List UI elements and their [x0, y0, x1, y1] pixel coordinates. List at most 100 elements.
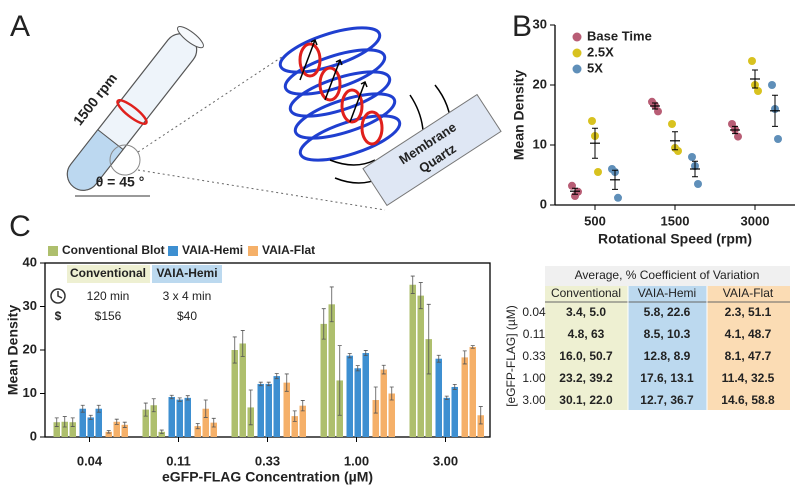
error-bar [211, 417, 216, 428]
table-title: Average, % Coefficient of Variation [575, 268, 760, 282]
error-bar [329, 286, 334, 323]
table-cell: 8.5, 10.3 [644, 327, 691, 341]
bar [409, 284, 416, 437]
bar [299, 405, 306, 437]
data-point [594, 168, 602, 176]
cost-inset: Conventional VAIA-Hemi 120 min 3 x 4 min… [50, 265, 222, 323]
membrane-box: Membrane Quartz [362, 93, 502, 207]
error-bar [672, 131, 678, 151]
error-bar [478, 406, 483, 425]
bar [273, 376, 280, 437]
data-point [668, 120, 676, 128]
error-bar [266, 381, 271, 387]
angle-label: θ = 45 ° [96, 174, 145, 190]
error-bar [240, 330, 245, 357]
x-tick-label: 500 [584, 213, 606, 228]
bar [113, 421, 120, 437]
data-point [588, 117, 596, 125]
bar [346, 355, 353, 437]
y-tick-label: 30 [533, 16, 547, 31]
error-bar [70, 417, 75, 427]
data-point [768, 81, 776, 89]
bar [61, 421, 68, 437]
error-bar [203, 399, 208, 418]
bar [477, 415, 484, 437]
data-point [688, 153, 696, 161]
error-bar [62, 416, 67, 428]
table-cell: 17.6, 13.1 [640, 371, 694, 385]
error-bar [381, 364, 386, 375]
panel-label: A [10, 10, 30, 43]
table-row-header: 1.00 [522, 371, 546, 385]
legend-marker [48, 246, 58, 256]
y-tick-label: 10 [23, 385, 37, 400]
y-tick-label: 0 [540, 196, 547, 211]
y-tick-label: 30 [23, 298, 37, 313]
legend-marker [572, 48, 582, 58]
data-point [734, 132, 742, 141]
inset-header: Conventional [70, 266, 146, 280]
bar [184, 397, 191, 437]
legend-label: VAIA-Hemi [182, 243, 243, 257]
bar [239, 343, 246, 437]
error-bar [177, 397, 182, 402]
bar [231, 350, 238, 437]
table-cell: 16.0, 50.7 [559, 349, 613, 363]
y-axis-label: Mean Density [511, 70, 527, 160]
error-bar [248, 389, 253, 426]
error-bar [772, 94, 778, 127]
table-column-header: VAIA-Flat [723, 286, 774, 300]
inset-time: 120 min [87, 289, 130, 303]
y-tick-label: 10 [533, 136, 547, 151]
error-bar [444, 395, 449, 400]
bar [265, 383, 272, 437]
bar [417, 295, 424, 437]
legend-label: VAIA-Flat [262, 243, 315, 257]
error-bar [159, 429, 164, 434]
table-cell: 11.4, 32.5 [722, 371, 775, 385]
legend-label: 5X [587, 60, 603, 75]
bar [461, 357, 468, 437]
error-bar [96, 404, 101, 413]
bar [380, 369, 387, 437]
table-cell: 23.2, 39.2 [559, 371, 613, 385]
table-row-header: 3.00 [522, 393, 546, 407]
x-tick-label: 1.00 [344, 453, 369, 468]
table-column-header: VAIA-Hemi [638, 286, 696, 300]
error-bar [106, 430, 111, 434]
error-bar [195, 423, 200, 430]
error-bar [572, 187, 578, 195]
error-bar [692, 160, 698, 178]
legend-label: 2.5X [587, 44, 614, 59]
bar [69, 422, 76, 437]
error-bar [292, 410, 297, 422]
bar [328, 304, 335, 437]
bar [435, 358, 442, 437]
error-bar [373, 386, 378, 414]
error-bar [274, 373, 279, 380]
error-bar [143, 402, 148, 417]
coils [278, 26, 402, 162]
y-tick-label: 20 [23, 341, 37, 356]
bar [372, 400, 379, 437]
bar [158, 431, 165, 437]
error-bar [652, 102, 658, 110]
bar [320, 323, 327, 437]
data-point [774, 135, 782, 143]
table-cell: 12.7, 36.7 [640, 393, 694, 407]
legend-marker [572, 32, 582, 42]
bar [291, 416, 298, 437]
error-bar [169, 394, 174, 400]
table-cell: 4.8, 63 [568, 327, 605, 341]
data-point [754, 87, 762, 95]
error-bar [752, 69, 758, 89]
bar [469, 346, 476, 437]
error-bar [114, 418, 119, 425]
bar [168, 396, 175, 437]
table-cell: 14.6, 58.8 [721, 393, 775, 407]
error-bar [732, 125, 738, 135]
legend-marker [248, 246, 258, 256]
inset-cost-symbol: $ [55, 309, 62, 323]
error-bar [88, 414, 93, 420]
